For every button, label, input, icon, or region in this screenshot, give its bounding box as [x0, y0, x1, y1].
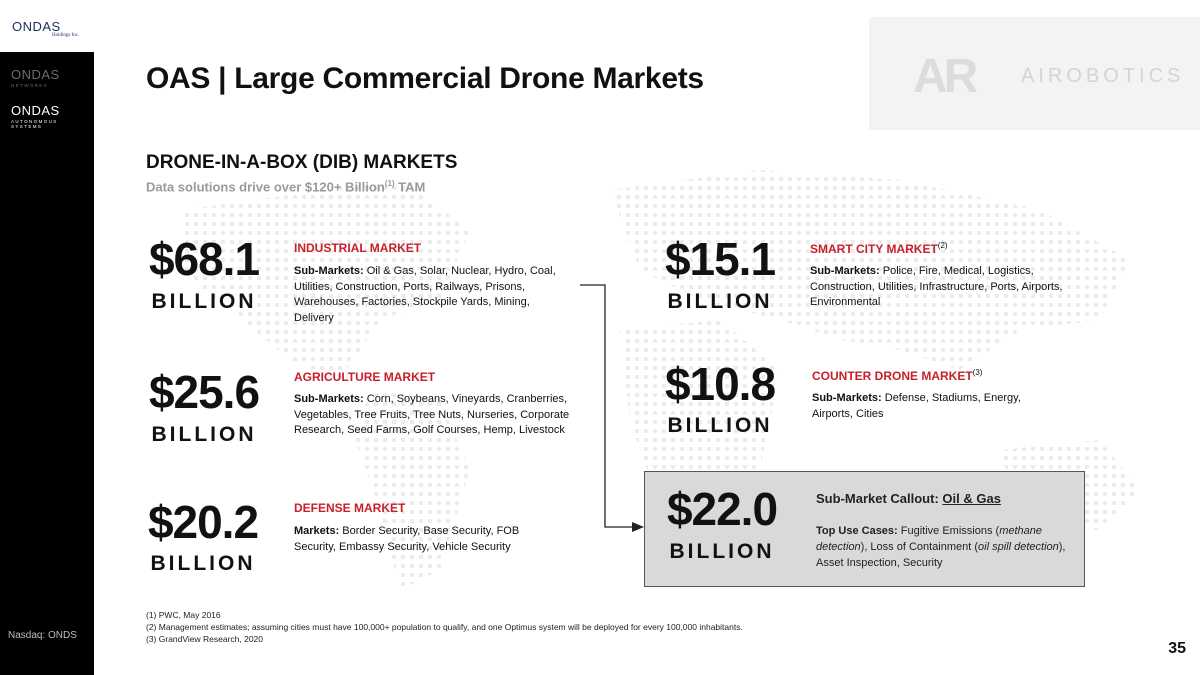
counter-drone-title: COUNTER DRONE MARKET(3) — [812, 368, 983, 383]
counter-drone-description: Sub-Markets: Defense, Stadiums, Energy, … — [812, 392, 1021, 420]
airobotics-name: AIROBOTICS — [1021, 65, 1185, 87]
company-logo: ONDAS Holdings Inc. — [0, 0, 94, 52]
callout-use-cases: Top Use Cases: Fugitive Emissions (metha… — [816, 525, 1066, 569]
agriculture-title: AGRICULTURE MARKET — [294, 370, 436, 384]
footnotes: (1) PWC, May 2016 (2) Management estimat… — [146, 609, 743, 645]
callout-unit: BILLION — [669, 540, 775, 563]
defense-description: Markets: Border Security, Base Security,… — [294, 525, 520, 553]
company-logo-sub: Holdings Inc. — [52, 33, 80, 38]
sidebar: ONDAS NETWORKS ONDAS AUTONOMOUS SYSTEMS … — [0, 52, 94, 675]
footnote: (3) GrandView Research, 2020 — [146, 634, 264, 644]
industrial-description: Sub-Markets: Oil & Gas, Solar, Nuclear, … — [294, 265, 556, 324]
logo-word: ONDAS — [11, 103, 60, 118]
defense-title: DEFENSE MARKET — [294, 501, 406, 515]
agriculture-value: $25.6 — [148, 366, 260, 418]
industrial-title: INDUSTRIAL MARKET — [294, 241, 422, 255]
industrial-value: $68.1 — [148, 233, 260, 285]
section-title: DRONE-IN-A-BOX (DIB) MARKETS — [146, 152, 458, 173]
section-subtitle: Data solutions drive over $120+ Billion(… — [146, 179, 426, 195]
logo-sub: AUTONOMOUS SYSTEMS — [11, 119, 58, 129]
logo-sub: NETWORKS — [11, 83, 49, 88]
logo-word: ONDAS — [11, 67, 60, 82]
defense-unit: BILLION — [150, 552, 256, 575]
smart-city-value: $15.1 — [664, 233, 776, 285]
airobotics-logo-panel: AR AIROBOTICS — [869, 17, 1200, 130]
page-title: OAS | Large Commercial Drone Markets — [146, 62, 704, 95]
agriculture-unit: BILLION — [151, 423, 257, 446]
oil-gas-callout-box — [644, 471, 1085, 587]
smart-city-description: Sub-Markets: Police, Fire, Medical, Logi… — [810, 265, 1063, 308]
ondas-autonomous-logo: ONDAS AUTONOMOUS SYSTEMS — [11, 103, 85, 129]
agriculture-description: Sub-Markets: Corn, Soybeans, Vineyards, … — [294, 393, 570, 436]
counter-drone-unit: BILLION — [667, 414, 773, 437]
company-logo-word: ONDAS — [12, 19, 61, 34]
industrial-unit: BILLION — [151, 290, 257, 313]
callout-value: $22.0 — [666, 483, 778, 535]
ticker-label: Nasdaq: ONDS — [8, 630, 77, 641]
defense-value: $20.2 — [147, 496, 259, 548]
smart-city-unit: BILLION — [667, 290, 773, 313]
page-number: 35 — [1168, 640, 1186, 657]
counter-drone-value: $10.8 — [664, 358, 776, 410]
airobotics-mark: AR — [913, 50, 978, 103]
callout-heading: Sub-Market Callout: Oil & Gas — [816, 491, 1001, 506]
connector-arrow — [580, 284, 644, 532]
ondas-networks-logo: ONDAS NETWORKS — [11, 67, 85, 88]
smart-city-title: SMART CITY MARKET(2) — [810, 241, 948, 256]
footnote: (2) Management estimates; assuming citie… — [146, 622, 743, 632]
footnote: (1) PWC, May 2016 — [146, 610, 221, 620]
